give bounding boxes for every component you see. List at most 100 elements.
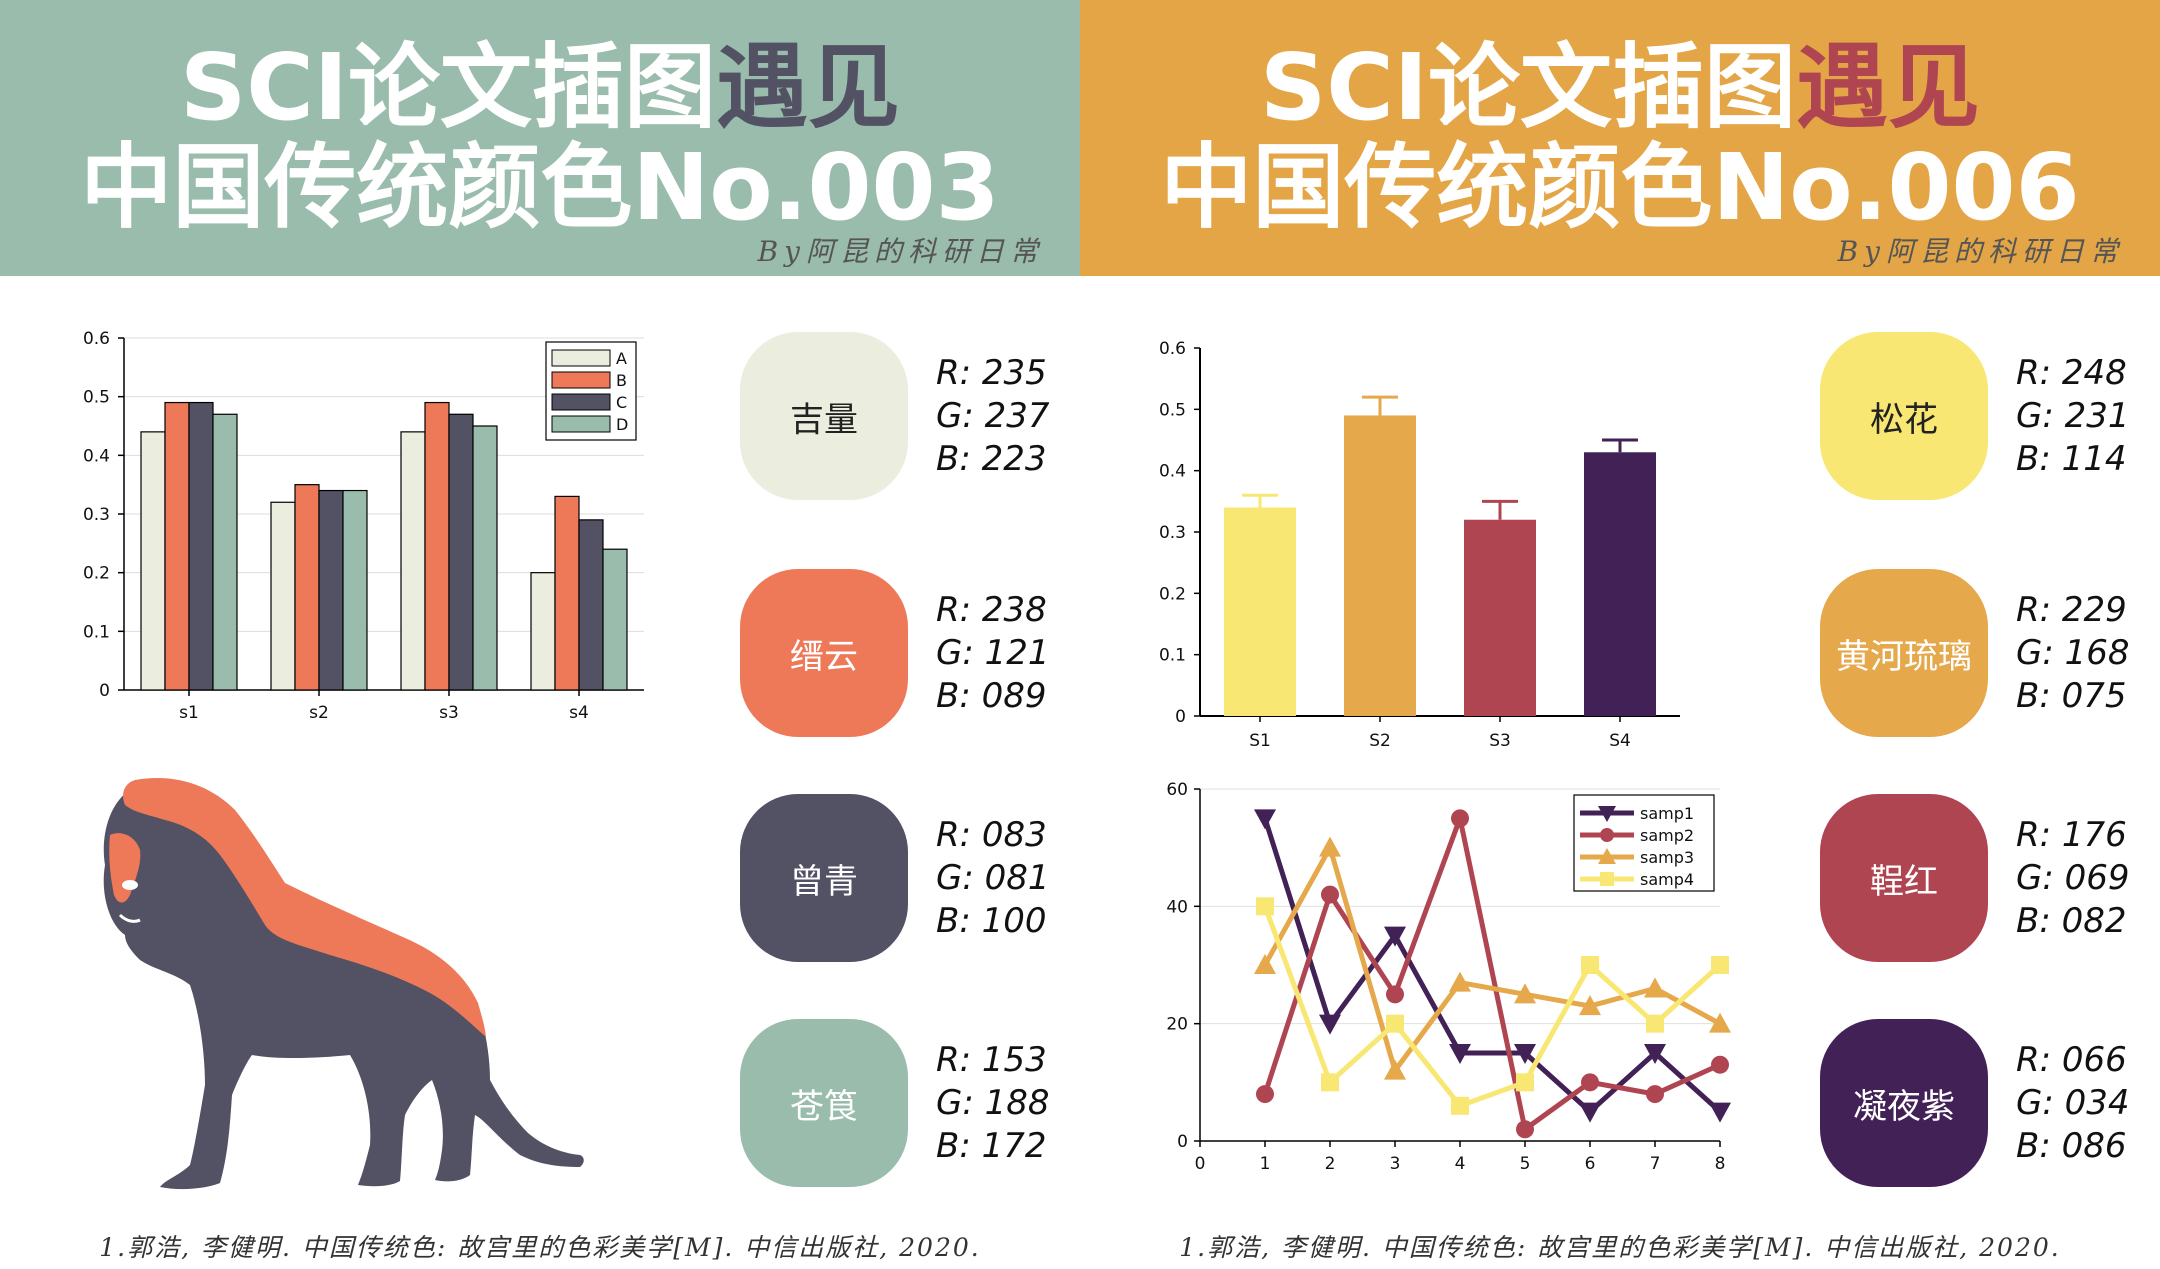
marker: [1254, 954, 1276, 974]
y-tick-label: 0.3: [83, 505, 110, 525]
marker: [1514, 1044, 1536, 1064]
left-title-accent: 遇见: [716, 34, 901, 141]
marker: [1451, 1096, 1469, 1115]
legend-label: samp1: [1640, 804, 1694, 823]
rgb-r: R: 235: [936, 353, 1047, 393]
marker: [1644, 1044, 1666, 1064]
rgb-readout-jiliang: R: 235 G: 237 B: 223: [936, 352, 1050, 481]
marker: [1581, 956, 1599, 974]
marker: [1256, 1085, 1274, 1104]
right-header: SCI论文插图遇见 中国传统颜色No.006 By阿昆的科研日常: [1080, 0, 2160, 276]
rgb-b: B: 223: [936, 439, 1047, 479]
y-tick-label: 0.6: [83, 329, 110, 349]
bar: [140, 431, 166, 691]
x-tick-label: 8: [1715, 1154, 1726, 1174]
line-chart: 0 20 40 60 0 1 2 3 4 5 6 7 8 samp1 samp2 samp3 samp4: [1166, 780, 1731, 1174]
x-tick-label: 2: [1325, 1154, 1336, 1174]
marker: [1514, 983, 1536, 1004]
y-tick-label: 20: [1166, 1015, 1188, 1035]
y-tick-label: 0.1: [1159, 646, 1186, 666]
marker: [1579, 995, 1601, 1016]
rgb-g: G: 231: [2016, 396, 2130, 436]
y-tick-label: 0.3: [1159, 523, 1186, 543]
series-line: [1262, 809, 1722, 1134]
marker: [1711, 956, 1729, 974]
bar: [318, 489, 344, 691]
legend-label: D: [616, 415, 628, 434]
bar: [164, 401, 190, 691]
x-tick-label: S2: [1369, 731, 1391, 751]
y-tick-label: 0.4: [83, 446, 110, 466]
rgb-r: R: 066: [2016, 1040, 2127, 1080]
rgb-readout-ningyezi: R: 066 G: 034 B: 086: [2016, 1039, 2130, 1168]
bar: [188, 401, 214, 691]
bar: [342, 489, 368, 691]
rgb-g: G: 168: [2016, 633, 2130, 673]
lion-face-detail: [118, 880, 141, 923]
swatch-label: 凝夜紫: [1853, 1086, 1955, 1127]
swatch-label: 曾青: [790, 861, 858, 902]
swatch-label: 吉量: [790, 399, 858, 440]
right-title-line1: SCI论文插图遇见: [1080, 38, 2160, 138]
rgb-g: G: 237: [936, 396, 1050, 436]
left-header: SCI论文插图遇见 中国传统颜色No.003 By阿昆的科研日常: [0, 0, 1080, 276]
rgb-b: B: 082: [2016, 901, 2127, 941]
swatch-label: 松花: [1870, 399, 1938, 440]
y-tick-label: 0.2: [83, 564, 110, 584]
marker: [1598, 806, 1616, 822]
marker: [1256, 897, 1274, 916]
x-tick-label: 1: [1260, 1154, 1271, 1174]
rgb-b: B: 086: [2016, 1126, 2127, 1166]
x-tick-label: 3: [1390, 1154, 1401, 1174]
rgb-r: R: 229: [2016, 590, 2127, 630]
marker: [1516, 1120, 1534, 1139]
marker: [1319, 836, 1341, 857]
bar: [212, 413, 238, 691]
bar: [578, 519, 604, 691]
left-title-prefix: SCI论文插图: [179, 34, 716, 141]
x-tick-label: S4: [1609, 731, 1631, 751]
rgb-g: G: 121: [936, 633, 1050, 673]
rgb-b: B: 114: [2016, 439, 2127, 479]
marker: [1254, 809, 1276, 830]
swatch-label: 黄河琉璃: [1836, 636, 1972, 677]
y-tick-label: 0.5: [1159, 400, 1186, 420]
y-tick-label: 0.6: [1159, 339, 1186, 359]
bar: [1224, 507, 1296, 716]
y-tick-label: 60: [1166, 780, 1188, 800]
rgb-readout-tinghong: R: 176 G: 069 B: 082: [2016, 814, 2130, 943]
x-tick-label: s3: [439, 703, 459, 723]
rgb-readout-canglang: R: 153 G: 188 B: 172: [936, 1039, 1050, 1168]
rgb-g: G: 081: [936, 858, 1050, 898]
right-title-accent: 遇见: [1796, 34, 1981, 141]
marker: [1516, 1073, 1534, 1092]
rgb-readout-jinyun: R: 238 G: 121 B: 089: [936, 589, 1050, 718]
error-bar-chart: 0 0.1 0.2 0.3 0.4 0.5 0.6 S1 S2 S3 S4: [1159, 339, 1680, 751]
x-tick-label: 6: [1585, 1154, 1596, 1174]
marker: [1386, 985, 1404, 1004]
rgb-readout-songhua: R: 248 G: 231 B: 114: [2016, 352, 2130, 481]
left-panel: SCI论文插图遇见 中国传统颜色No.003 By阿昆的科研日常 0 0.1 0.2…: [0, 0, 1080, 1262]
marker: [1384, 926, 1406, 947]
marker: [1579, 1102, 1601, 1123]
lion-illustration: [103, 778, 584, 1190]
legend-swatch: [551, 371, 611, 389]
rgb-readout-huanghe-liuli: R: 229 G: 168 B: 075: [2016, 589, 2130, 718]
right-byline: By阿昆的科研日常: [1837, 235, 2124, 268]
marker: [1321, 885, 1339, 904]
bar: [554, 495, 580, 691]
y-tick-label: 0.5: [83, 388, 110, 408]
x-tick-label: S1: [1249, 731, 1271, 751]
left-title-line1: SCI论文插图遇见: [0, 38, 1080, 138]
bar: [448, 413, 474, 691]
x-tick-label: 4: [1455, 1154, 1466, 1174]
marker: [1598, 848, 1616, 864]
y-tick-label: 0: [1177, 1132, 1188, 1152]
right-footnote: 1.郭浩, 李健明. 中国传统色: 故宫里的色彩美学[M]. 中信出版社, 20…: [1179, 1233, 2061, 1262]
x-tick-label: 5: [1520, 1154, 1531, 1174]
marker: [1644, 977, 1666, 998]
swatch-zengqing: 曾青: [740, 794, 908, 962]
swatch-songhua: 松花: [1820, 332, 1988, 500]
swatch-huanghe-liuli: 黄河琉璃: [1820, 569, 1988, 737]
marker: [1321, 1073, 1339, 1092]
